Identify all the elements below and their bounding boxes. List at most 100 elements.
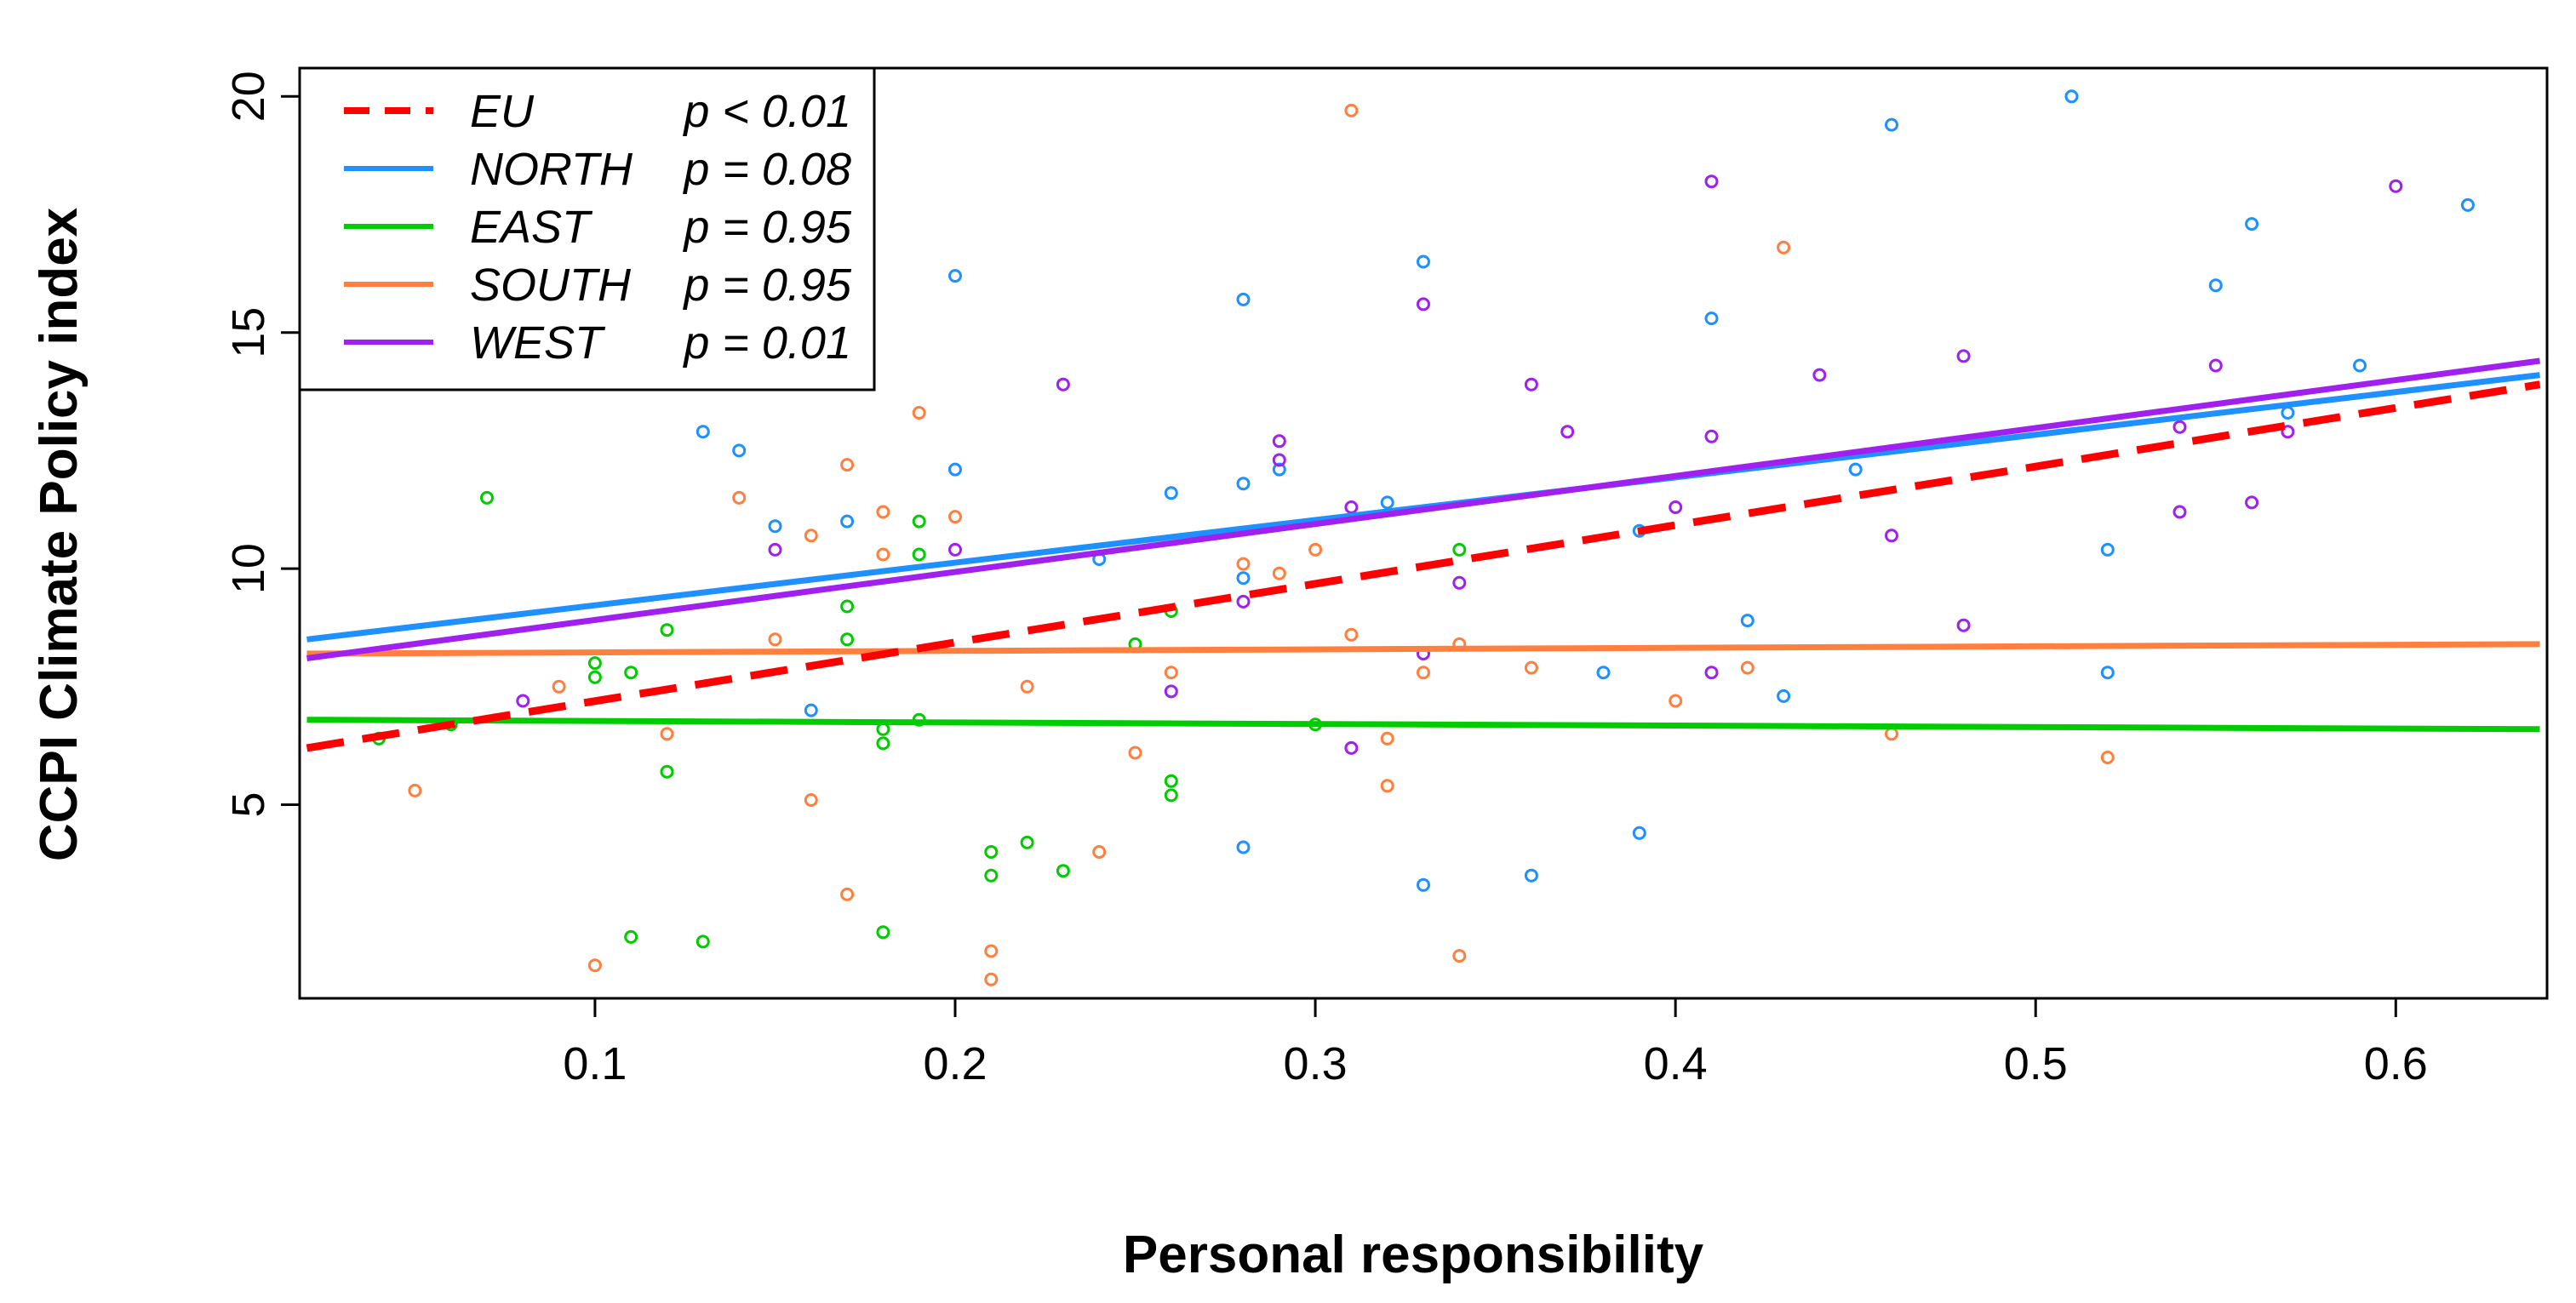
data-point-west: [2281, 425, 2295, 439]
data-point-west: [768, 542, 782, 557]
data-point-west: [1452, 575, 1467, 590]
x-tick-label: 0.1: [563, 1038, 627, 1089]
data-point-east: [840, 632, 855, 647]
data-point-south: [1092, 845, 1107, 859]
data-point-south: [408, 783, 422, 797]
data-point-west: [1956, 618, 1971, 632]
data-point-west: [1885, 529, 1898, 543]
fit-line-west: [306, 357, 2540, 661]
data-point-north: [2208, 278, 2223, 293]
data-point-east: [912, 547, 926, 562]
data-point-south: [1380, 731, 1394, 746]
legend-pvalue-north: p = 0.08: [682, 144, 851, 195]
y-tick-label: 15: [223, 307, 274, 358]
fit-line-east: [306, 717, 2540, 733]
data-point-west: [1236, 594, 1251, 609]
data-point-north: [1632, 826, 1646, 840]
data-point-south: [1417, 666, 1430, 680]
data-point-south: [2100, 751, 2115, 764]
data-point-south: [1452, 949, 1467, 963]
axes-layer: 0.1 0.2 0.3 0.4 0.5 0.6 5 10 15 20: [223, 66, 2549, 1089]
data-point-north: [1236, 840, 1251, 854]
data-point-north: [696, 425, 710, 439]
data-point-south: [660, 727, 674, 741]
data-point-east: [587, 656, 602, 671]
data-point-south: [1164, 666, 1178, 680]
data-point-north: [1417, 254, 1430, 269]
data-point-north: [1272, 462, 1286, 477]
data-point-west: [1344, 500, 1359, 514]
x-tick-label: 0.4: [1644, 1038, 1708, 1089]
x-tick-label: 0.5: [2004, 1038, 2068, 1089]
data-point-west: [1524, 377, 1538, 391]
data-point-north: [732, 443, 747, 458]
fit-lines-layer: [306, 357, 2541, 752]
data-point-south: [1380, 779, 1394, 793]
data-point-east: [587, 670, 602, 684]
data-point-west: [2245, 495, 2259, 510]
data-point-east: [1164, 774, 1178, 788]
data-point-north: [768, 519, 782, 534]
data-point-east: [984, 868, 999, 883]
data-point-north: [948, 462, 962, 477]
data-point-north: [1417, 877, 1430, 892]
data-point-south: [1020, 679, 1034, 694]
data-point-north: [2460, 197, 2475, 212]
data-point-east: [984, 845, 999, 859]
data-point-east: [876, 925, 890, 940]
data-point-south: [948, 510, 962, 524]
plot-frame: [298, 66, 2549, 1000]
data-point-east: [1452, 542, 1467, 557]
data-point-west: [1704, 429, 1719, 443]
data-point-south: [587, 958, 602, 973]
data-point-south: [1272, 566, 1286, 580]
data-point-south: [876, 547, 890, 562]
y-tick-label: 20: [223, 71, 274, 122]
data-point-south: [1669, 694, 1683, 708]
data-point-north: [948, 269, 962, 283]
legend-label-west: WEST: [470, 317, 606, 369]
data-point-south: [984, 944, 999, 958]
data-point-south: [876, 505, 890, 519]
data-point-south: [912, 406, 926, 420]
points-layer: [372, 89, 2475, 986]
data-point-east: [1164, 788, 1178, 803]
data-point-south: [1885, 727, 1898, 741]
x-tick-label: 0.6: [2364, 1038, 2428, 1089]
data-point-west: [948, 542, 962, 557]
data-point-south: [984, 972, 999, 986]
data-point-north: [1524, 868, 1538, 883]
y-tick-label: 5: [223, 792, 274, 817]
data-point-south: [1236, 557, 1251, 571]
data-point-west: [1812, 368, 1827, 382]
data-point-east: [1020, 835, 1034, 849]
data-point-north: [1777, 689, 1791, 703]
legend: EU p < 0.01 NORTH p = 0.08 EAST p = 0.95 SOUTH…: [298, 66, 876, 391]
data-point-west: [1344, 740, 1359, 755]
data-point-north: [1236, 477, 1251, 491]
data-point-east: [624, 666, 638, 680]
data-point-north: [1885, 117, 1898, 132]
data-point-west: [516, 694, 530, 708]
data-point-west: [1704, 666, 1719, 680]
data-point-west: [2208, 358, 2223, 373]
legend-label-north: NORTH: [470, 144, 633, 195]
data-point-south: [1308, 542, 1323, 557]
data-point-south: [1740, 660, 1755, 675]
data-point-west: [1704, 174, 1719, 189]
data-point-west: [1956, 349, 1971, 363]
data-point-north: [1380, 495, 1394, 510]
y-tick-label: 10: [223, 543, 274, 594]
legend-pvalue-south: p = 0.95: [682, 260, 852, 311]
legend-label-south: SOUTH: [470, 260, 632, 311]
data-point-north: [2353, 358, 2367, 373]
data-point-west: [1560, 425, 1575, 439]
data-point-west: [1417, 297, 1430, 311]
data-point-west: [2172, 420, 2187, 434]
data-point-south: [840, 887, 855, 901]
data-point-west: [1669, 500, 1683, 514]
data-point-east: [1056, 864, 1070, 878]
data-point-north: [804, 703, 818, 717]
data-point-east: [480, 490, 494, 505]
